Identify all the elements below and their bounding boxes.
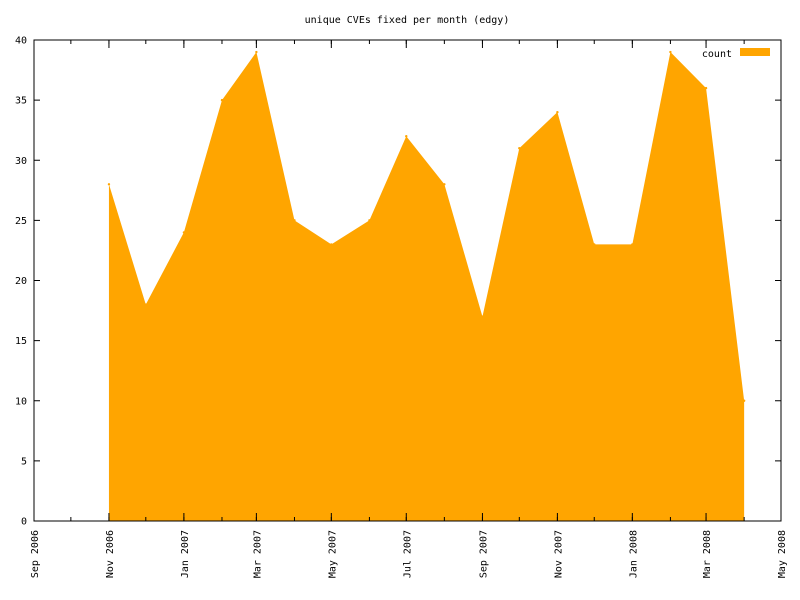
x-tick-label: Jan 2008	[628, 530, 639, 578]
data-point	[556, 110, 559, 114]
data-point	[255, 50, 258, 54]
data-point	[481, 315, 484, 318]
plot-border	[33, 39, 782, 522]
x-tick-label: Jul 2007	[402, 530, 413, 578]
series-area-layer	[107, 50, 746, 521]
x-tick-label: Mar 2007	[252, 530, 263, 578]
x-tick-label: Sep 2006	[30, 530, 41, 578]
x-tick-label: Mar 2008	[702, 530, 713, 578]
y-tick-label: 40	[15, 36, 27, 47]
data-point	[631, 243, 634, 246]
data-point	[107, 183, 111, 186]
data-point	[742, 399, 746, 402]
data-point	[368, 219, 371, 222]
y-tick-labels: 0 5 10 15 20 25 30 35 40	[15, 36, 27, 528]
y-tick-label: 35	[15, 96, 27, 107]
x-tick-label: Nov 2006	[105, 530, 116, 578]
legend-swatch-count	[740, 48, 770, 56]
y-tick-label: 10	[15, 396, 27, 407]
chart-title: unique CVEs fixed per month (edgy)	[305, 15, 510, 26]
y-tick-label: 25	[15, 216, 27, 227]
data-point	[704, 86, 708, 90]
y-tick-label: 15	[15, 336, 27, 347]
x-tick-label: May 2008	[777, 530, 788, 578]
legend: count	[702, 48, 770, 60]
y-tick-label: 30	[15, 156, 27, 167]
data-point	[293, 219, 296, 222]
y-tick-label: 5	[21, 456, 27, 467]
data-point	[182, 231, 186, 234]
data-point	[144, 303, 147, 306]
data-point	[330, 243, 333, 246]
x-tick-label: May 2007	[327, 530, 338, 578]
x-tick-labels: Sep 2006 Nov 2006 Jan 2007 Mar 2007 May 2007…	[30, 530, 788, 578]
x-tick-label: Nov 2007	[553, 530, 564, 578]
data-point	[405, 135, 408, 138]
x-tick-label: Jan 2007	[180, 530, 191, 578]
legend-label-count: count	[702, 49, 732, 60]
data-point	[518, 147, 521, 150]
series-area-count	[108, 52, 745, 521]
data-point	[669, 50, 672, 54]
x-tick-label: Sep 2007	[478, 530, 489, 578]
data-point	[443, 183, 446, 186]
data-point	[593, 243, 596, 246]
y-tick-label: 0	[21, 517, 27, 528]
y-tick-label: 20	[15, 276, 27, 287]
data-point	[220, 98, 224, 102]
